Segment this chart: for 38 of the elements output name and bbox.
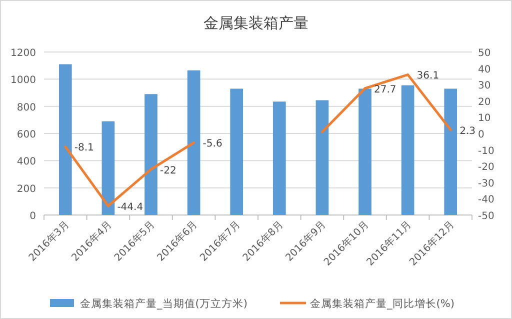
y2-tick-label: 50 <box>478 48 491 59</box>
data-label: -5.6 <box>202 138 222 150</box>
y2-tick-label: 20 <box>478 96 491 108</box>
data-label: -22 <box>160 165 176 176</box>
y2-tick-label: -20 <box>478 162 494 174</box>
bar <box>58 64 72 215</box>
bar <box>316 100 329 215</box>
bar <box>230 88 244 215</box>
bar <box>401 85 414 215</box>
legend-label: 金属集装箱产量_当期值(万立方米) <box>80 297 248 310</box>
y-tick-label: 0 <box>30 211 36 222</box>
y-tick-label: 1200 <box>10 48 36 59</box>
y-tick-label: 400 <box>16 156 36 168</box>
bar <box>102 121 115 215</box>
y2-tick-label: -40 <box>478 194 494 206</box>
y2-tick-label: 10 <box>478 113 491 124</box>
bar <box>358 88 372 215</box>
data-label: 36.1 <box>416 70 440 82</box>
data-label: 27.7 <box>374 84 396 96</box>
bar <box>187 70 200 215</box>
y2-tick-label: 0 <box>478 130 484 140</box>
y-tick-label: 1000 <box>10 75 36 86</box>
bar <box>444 88 458 215</box>
y-tick-label: 800 <box>16 102 36 114</box>
legend-label: 金属集装箱产量_同比增长(%) <box>310 297 454 310</box>
y2-tick-label: 30 <box>478 80 491 92</box>
data-label: -44.4 <box>117 202 144 213</box>
data-label: 2.3 <box>460 126 476 137</box>
bar <box>144 94 158 215</box>
y2-tick-label: 40 <box>478 64 491 76</box>
bar <box>272 102 286 215</box>
y2-tick-label: -50 <box>478 211 494 222</box>
chart-title: 金属集装箱产量 <box>204 14 308 32</box>
y2-tick-label: -30 <box>478 178 494 190</box>
data-label: -8.1 <box>74 142 94 154</box>
y-tick-label: 600 <box>16 130 36 140</box>
y2-tick-label: -10 <box>478 146 494 157</box>
y-tick-label: 200 <box>16 184 36 195</box>
